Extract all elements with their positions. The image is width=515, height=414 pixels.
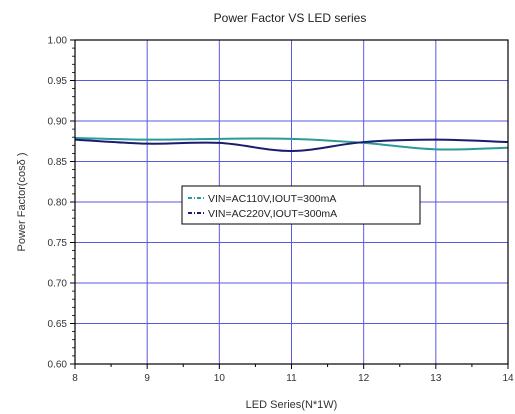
chart-title: Power Factor VS LED series bbox=[214, 11, 367, 25]
y-tick-label: 0.90 bbox=[48, 117, 68, 128]
series-line-1 bbox=[74, 137, 509, 151]
legend-label-1: VIN=AC110V,IOUT=300mA bbox=[208, 193, 336, 205]
y-tick-label: 1.00 bbox=[48, 36, 68, 47]
y-tick-label: 0.60 bbox=[48, 360, 68, 371]
legend-box bbox=[181, 185, 421, 225]
axis-ticks: 8 9 10 11 12 13 14 0.60 0.65 0.70 0.75 0.80 0.85 0.90… bbox=[48, 36, 514, 385]
y-tick-label: 0.85 bbox=[48, 157, 68, 168]
y-tick-label: 0.75 bbox=[48, 238, 68, 249]
y-tick-label: 0.95 bbox=[48, 76, 68, 87]
x-axis-title: LED Series(N*1W) bbox=[246, 399, 338, 411]
y-tick-label: 0.80 bbox=[48, 198, 68, 209]
series-lines bbox=[74, 137, 509, 152]
x-tick-label: 9 bbox=[144, 373, 150, 384]
x-tick-label: 11 bbox=[286, 373, 297, 384]
x-tick-label: 8 bbox=[72, 373, 78, 384]
legend: VIN=AC110V,IOUT=300mA VIN=AC220V,IOUT=300… bbox=[181, 185, 421, 225]
x-tick-label: 12 bbox=[358, 373, 370, 384]
y-axis-title: Power Factor(cosδ ) bbox=[16, 152, 28, 251]
series-line-2 bbox=[74, 138, 509, 152]
x-tick-label: 13 bbox=[430, 373, 442, 384]
x-tick-label: 10 bbox=[214, 373, 226, 384]
y-tick-label: 0.70 bbox=[48, 279, 68, 290]
x-tick-label: 14 bbox=[502, 373, 514, 384]
y-tick-label: 0.65 bbox=[48, 319, 68, 330]
legend-label-2: VIN=AC220V,IOUT=300mA bbox=[208, 208, 337, 220]
